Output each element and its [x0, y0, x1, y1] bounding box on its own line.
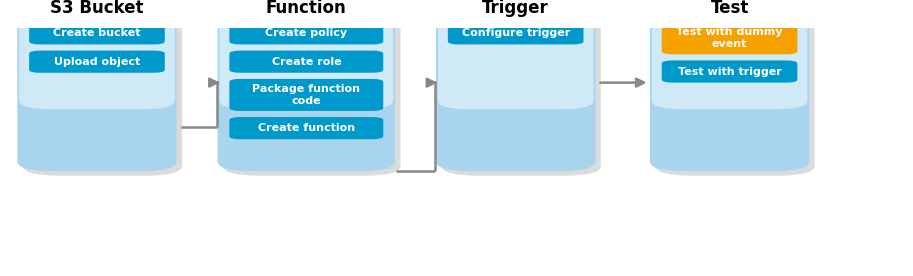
FancyBboxPatch shape [23, 0, 182, 176]
Text: Create policy: Create policy [266, 28, 347, 38]
Text: Upload object: Upload object [54, 57, 140, 67]
Text: Trigger: Trigger [482, 0, 549, 17]
FancyBboxPatch shape [438, 0, 593, 109]
FancyBboxPatch shape [662, 22, 797, 54]
FancyBboxPatch shape [19, 0, 174, 109]
Text: Package function
code: Package function code [252, 84, 361, 106]
FancyBboxPatch shape [29, 22, 164, 44]
FancyBboxPatch shape [652, 0, 807, 109]
Text: Create bucket: Create bucket [53, 28, 141, 38]
FancyBboxPatch shape [229, 51, 383, 73]
Text: Configure trigger: Configure trigger [462, 28, 570, 38]
FancyBboxPatch shape [656, 0, 814, 176]
FancyBboxPatch shape [229, 22, 383, 44]
Text: Create role: Create role [271, 57, 341, 67]
Text: S3 Bucket: S3 Bucket [50, 0, 143, 17]
FancyBboxPatch shape [662, 60, 797, 83]
Text: Create function: Create function [257, 123, 355, 133]
FancyBboxPatch shape [17, 0, 176, 171]
FancyBboxPatch shape [29, 51, 164, 73]
Text: Test with trigger: Test with trigger [677, 67, 782, 76]
Text: Function: Function [266, 0, 347, 17]
FancyBboxPatch shape [442, 0, 601, 176]
FancyBboxPatch shape [229, 117, 383, 139]
FancyBboxPatch shape [436, 0, 595, 171]
FancyBboxPatch shape [219, 0, 394, 109]
FancyBboxPatch shape [650, 0, 809, 171]
FancyBboxPatch shape [223, 0, 401, 176]
FancyBboxPatch shape [229, 79, 383, 111]
FancyBboxPatch shape [217, 0, 395, 171]
Text: Test with dummy
event: Test with dummy event [677, 27, 782, 49]
Text: Test: Test [710, 0, 749, 17]
FancyBboxPatch shape [448, 22, 583, 44]
